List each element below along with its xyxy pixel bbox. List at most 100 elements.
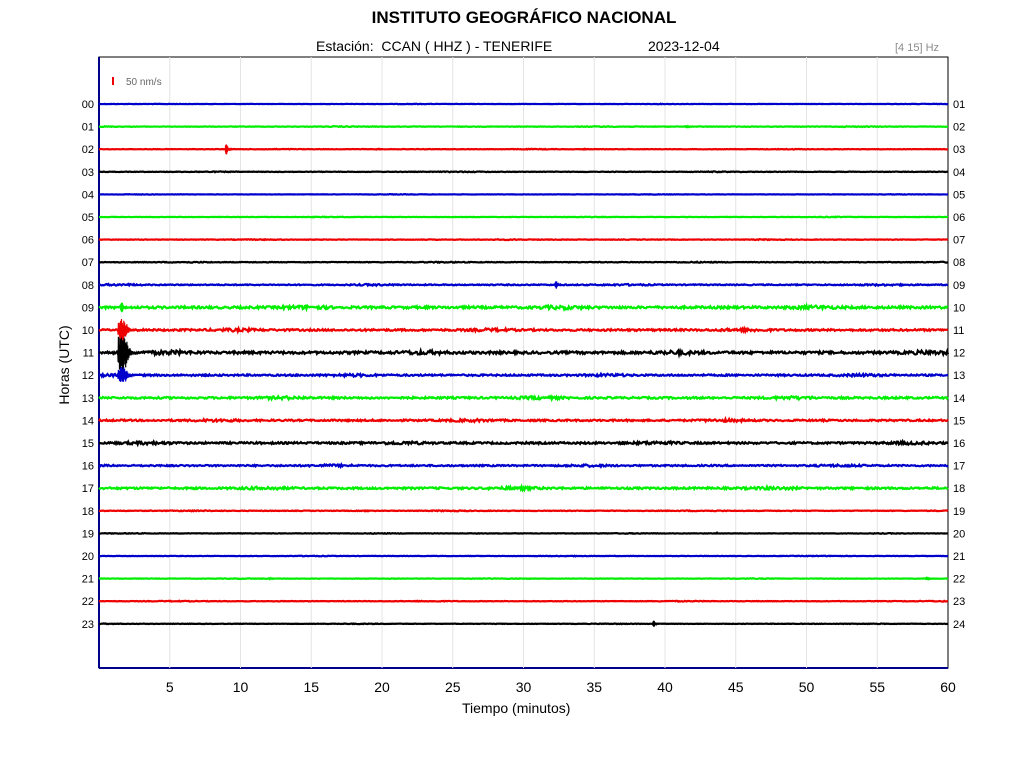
trace-hour-6 (98, 237, 949, 242)
trace-hour-1 (98, 124, 949, 129)
x-tick-label: 20 (374, 679, 390, 695)
hour-label-left: 17 (82, 483, 94, 495)
hour-label-right: 01 (953, 99, 965, 111)
hour-label-left: 00 (82, 99, 94, 111)
trace-hour-7 (98, 260, 949, 264)
event-waveform (363, 508, 371, 513)
hour-label-right: 24 (953, 619, 965, 631)
trace-hour-13 (98, 393, 949, 403)
event-waveform (203, 373, 211, 378)
x-tick-label: 15 (303, 679, 319, 695)
hour-label-left: 22 (82, 596, 94, 608)
event-waveform (120, 302, 128, 313)
trace-hour-5 (99, 215, 949, 219)
event-waveform (376, 147, 384, 152)
hour-label-left: 14 (82, 415, 94, 427)
chart-title: INSTITUTO GEOGRÁFICO NACIONAL (371, 8, 677, 27)
event-waveform (925, 576, 933, 582)
trace-hour-0 (98, 102, 949, 106)
trace-hour-10 (98, 325, 949, 335)
hour-label-left: 11 (83, 348, 94, 360)
trace-hour-9 (98, 302, 949, 313)
trace-hour-2 (98, 147, 949, 151)
hour-label-left: 16 (82, 461, 94, 473)
hour-label-right: 05 (953, 189, 965, 201)
event-waveform (189, 486, 197, 491)
hour-label-right: 03 (953, 144, 965, 156)
x-tick-label: 60 (940, 679, 956, 695)
hour-label-right: 18 (953, 483, 965, 495)
trace-hour-14 (98, 415, 949, 424)
date-label: 2023-12-04 (648, 38, 720, 54)
event-waveform (117, 367, 144, 382)
trace-hour-4 (98, 192, 949, 196)
event-waveform (705, 441, 714, 446)
hour-label-left: 01 (82, 122, 94, 134)
event-waveform (599, 486, 608, 491)
event-waveform (713, 531, 721, 535)
hour-label-right: 10 (953, 302, 965, 314)
hour-label-right: 23 (953, 596, 965, 608)
hour-label-right: 06 (953, 212, 965, 224)
trace-hour-16 (98, 462, 949, 470)
x-tick-label: 10 (233, 679, 249, 695)
hour-label-right: 20 (953, 528, 965, 540)
trace-hour-20 (98, 554, 949, 558)
x-tick-label: 35 (586, 679, 602, 695)
trace-hour-11 (98, 346, 950, 359)
trace-hour-21 (98, 577, 949, 581)
event-waveform (117, 318, 144, 341)
x-axis-label: Tiempo (minutos) (462, 700, 571, 716)
trace-hour-12 (98, 371, 949, 379)
hour-label-right: 16 (953, 438, 965, 450)
event-waveform (224, 144, 233, 155)
hour-label-left: 19 (82, 528, 94, 540)
hour-label-right: 02 (953, 122, 965, 134)
event-waveform (652, 620, 660, 628)
hour-label-left: 07 (82, 257, 94, 269)
x-tick-label: 45 (728, 679, 744, 695)
hour-label-left: 09 (82, 302, 94, 314)
hour-label-right: 07 (953, 235, 965, 247)
trace-hour-23 (98, 622, 949, 626)
x-tick-label: 5 (166, 679, 174, 695)
hour-label-left: 13 (82, 393, 94, 405)
hour-label-right: 22 (953, 574, 965, 586)
hour-label-left: 21 (82, 574, 94, 586)
hour-label-right: 21 (953, 551, 965, 563)
event-waveform (117, 334, 144, 374)
hour-label-right: 11 (953, 325, 964, 337)
scale-bar-label: 50 nm/s (126, 77, 162, 88)
hour-label-left: 03 (82, 167, 94, 179)
trace-hour-17 (98, 483, 949, 493)
hour-label-left: 15 (82, 438, 94, 450)
hour-label-right: 09 (953, 280, 965, 292)
trace-hour-8 (98, 282, 949, 288)
x-tick-label: 50 (799, 679, 815, 695)
hour-label-left: 20 (82, 551, 94, 563)
event-waveform (168, 463, 176, 469)
x-tick-label: 25 (445, 679, 461, 695)
hour-label-left: 10 (82, 325, 94, 337)
hour-label-right: 17 (953, 461, 965, 473)
station-label: Estación: CCAN ( HHZ ) - TENERIFE (316, 38, 553, 54)
hour-label-right: 13 (953, 370, 965, 382)
trace-hour-3 (98, 170, 949, 174)
x-tick-label: 55 (869, 679, 885, 695)
event-waveform (366, 283, 374, 287)
trace-hour-15 (98, 438, 949, 448)
hour-label-right: 14 (953, 393, 965, 405)
event-waveform (581, 146, 589, 152)
trace-hour-22 (98, 599, 949, 603)
scale-bar-icon (112, 77, 114, 85)
x-tick-label: 30 (516, 679, 532, 695)
hour-label-right: 12 (953, 348, 965, 360)
event-waveform (684, 124, 693, 129)
x-tick-label: 40 (657, 679, 673, 695)
hour-label-left: 02 (82, 144, 94, 156)
event-waveform (267, 575, 275, 582)
hour-label-right: 15 (953, 415, 965, 427)
hour-label-right: 04 (953, 167, 965, 179)
hour-label-left: 06 (82, 235, 94, 247)
